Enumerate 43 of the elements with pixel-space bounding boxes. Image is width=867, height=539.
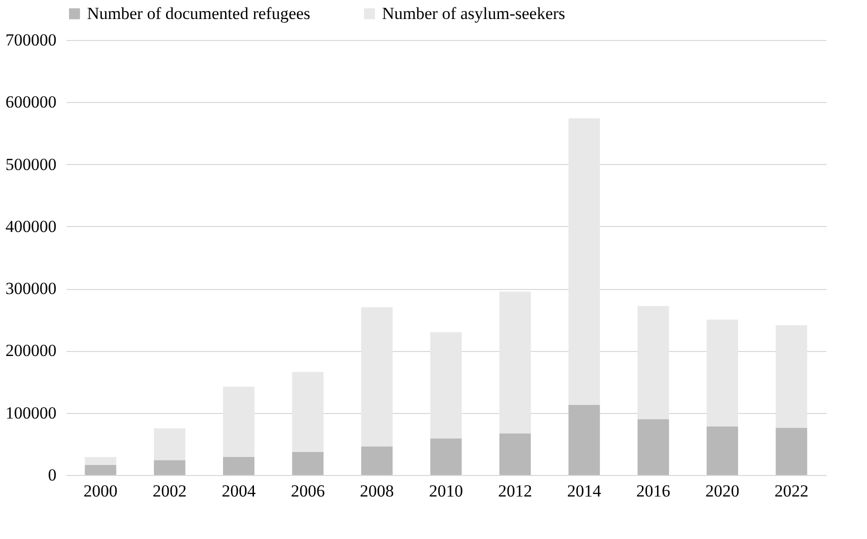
y-tick-label: 700000 [6,30,56,50]
bar [223,456,254,475]
x-tick-label: 2006 [290,482,325,500]
y-tick-label: 0 [48,466,56,484]
legend-label: Number of asylum-seekers [382,4,566,23]
y-tick-label: 200000 [6,341,56,360]
y-tick-label: 500000 [6,154,56,174]
bar [499,433,531,475]
bar [361,446,393,475]
x-tick-label: 2016 [636,482,670,500]
bar [223,386,254,457]
bar [499,292,531,434]
y-tick-label: 400000 [6,216,56,236]
bar [361,307,393,446]
x-tick-label: 2008 [360,482,394,500]
bar [568,404,600,475]
x-tick-label: 2002 [152,482,187,500]
bar [292,452,324,475]
bar [706,320,738,427]
x-tick-label: 2004 [222,482,256,500]
y-tick-label: 600000 [6,92,56,112]
y-tick-label: 300000 [6,279,56,298]
x-tick-label: 2020 [705,482,740,500]
x-tick-label: 2000 [84,482,118,500]
x-tick-label: 2010 [429,482,463,500]
bar [154,428,186,460]
bar [568,118,600,405]
bar [292,372,324,452]
bar [84,456,116,466]
x-tick-label: 2012 [498,482,532,500]
bar [776,325,808,428]
bar [154,460,186,475]
bar [430,438,462,475]
x-tick-label: 2014 [567,482,602,500]
bar [638,419,669,475]
bar [638,306,669,420]
bar [706,426,738,475]
bar [430,332,462,438]
bar [776,428,808,475]
y-tick-label: 100000 [6,403,56,422]
legend-label: Number of documented refugees [87,4,310,23]
x-tick-label: 2022 [774,482,808,500]
bar [84,465,116,475]
